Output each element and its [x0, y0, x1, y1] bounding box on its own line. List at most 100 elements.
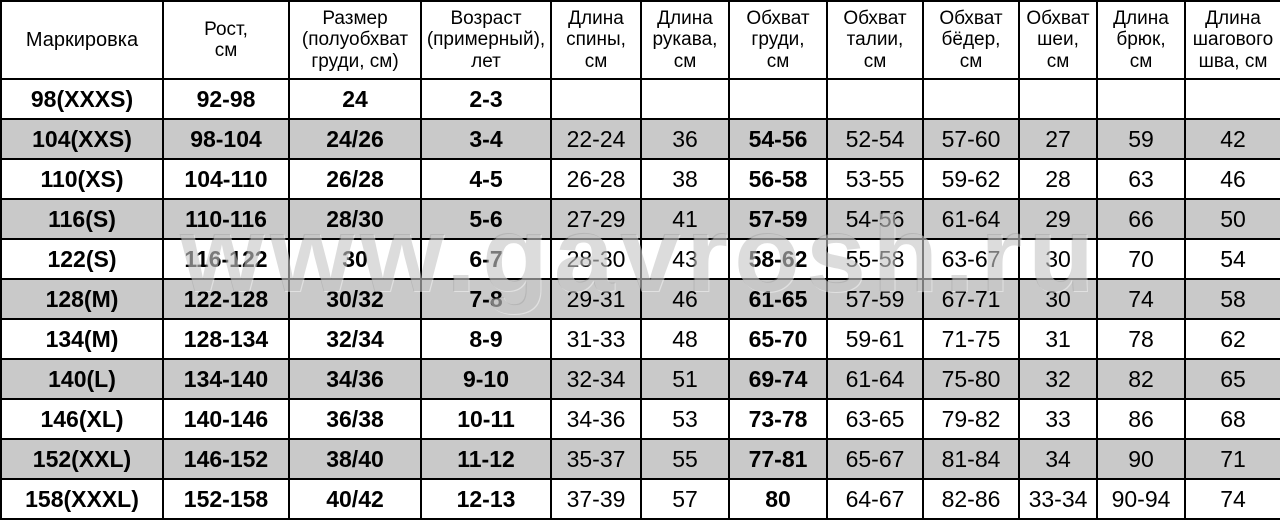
cell-dlina_bryuk: 63 — [1096, 158, 1186, 200]
header-line: шагового — [1192, 29, 1274, 51]
cell-obhvat_grudi — [728, 78, 828, 120]
cell-obhvat_beder: 63-67 — [922, 238, 1020, 280]
cell-vozrast: 5-6 — [420, 198, 552, 240]
cell-obhvat_talii: 53-55 — [826, 158, 924, 200]
cell-dlina_shagovogo_shva: 42 — [1184, 118, 1280, 160]
table-row: 140(L) 134-140 34/36 9-10 32-34 51 69-74 61-64 7… — [0, 358, 1280, 400]
cell-vozrast: 6-7 — [420, 238, 552, 280]
cell-obhvat_shei: 34 — [1018, 438, 1098, 480]
cell-obhvat_beder: 59-62 — [922, 158, 1020, 200]
cell-obhvat_beder: 82-86 — [922, 478, 1020, 520]
table-row: 110(XS) 104-110 26/28 4-5 26-28 38 56-58 53-55 5… — [0, 158, 1280, 200]
cell-razmer: 24/26 — [288, 118, 422, 160]
table-row: 104(XXS) 98-104 24/26 3-4 22-24 36 54-56 52-54 5… — [0, 118, 1280, 160]
header-line: (полуобхват — [301, 29, 409, 51]
cell-dlina_bryuk: 74 — [1096, 278, 1186, 320]
cell-dlina_spiny: 31-33 — [550, 318, 642, 360]
cell-markirovka: 134(M) — [0, 318, 164, 360]
cell-dlina_spiny: 26-28 — [550, 158, 642, 200]
header-line: см — [214, 40, 238, 61]
table-header: Маркировка Рост, см Размер (полуобхват груди,… — [0, 0, 1280, 80]
cell-obhvat_grudi: 77-81 — [728, 438, 828, 480]
cell-rost: 146-152 — [162, 438, 290, 480]
cell-dlina_rukava: 53 — [640, 398, 730, 440]
cell-dlina_rukava: 36 — [640, 118, 730, 160]
header-line: рукава, — [652, 29, 718, 51]
cell-vozrast: 3-4 — [420, 118, 552, 160]
header-line: груди, — [751, 29, 805, 51]
cell-markirovka: 116(S) — [0, 198, 164, 240]
cell-dlina_bryuk: 66 — [1096, 198, 1186, 240]
cell-markirovka: 122(S) — [0, 238, 164, 280]
cell-razmer: 28/30 — [288, 198, 422, 240]
cell-obhvat_shei: 30 — [1018, 238, 1098, 280]
cell-rost: 98-104 — [162, 118, 290, 160]
cell-markirovka: 128(M) — [0, 278, 164, 320]
cell-dlina_spiny: 35-37 — [550, 438, 642, 480]
cell-obhvat_talii: 61-64 — [826, 358, 924, 400]
cell-vozrast: 11-12 — [420, 438, 552, 480]
cell-razmer: 24 — [288, 78, 422, 120]
header-row: Маркировка Рост, см Размер (полуобхват груди,… — [0, 0, 1280, 80]
table-row: 116(S) 110-116 28/30 5-6 27-29 41 57-59 54-56 61… — [0, 198, 1280, 240]
column-header-dlina_rukava: Длина рукава, см — [640, 0, 730, 80]
cell-obhvat_talii — [826, 78, 924, 120]
cell-obhvat_shei: 31 — [1018, 318, 1098, 360]
cell-obhvat_talii: 63-65 — [826, 398, 924, 440]
cell-obhvat_grudi: 54-56 — [728, 118, 828, 160]
header-line: Возраст — [450, 8, 522, 30]
column-header-dlina_bryuk: Длина брюк, см — [1096, 0, 1186, 80]
cell-dlina_spiny: 32-34 — [550, 358, 642, 400]
cell-vozrast: 9-10 — [420, 358, 552, 400]
cell-dlina_shagovogo_shva: 71 — [1184, 438, 1280, 480]
column-header-obhvat_beder: Обхват бёдер, см — [922, 0, 1020, 80]
table-row: 134(M) 128-134 32/34 8-9 31-33 48 65-70 59-61 71… — [0, 318, 1280, 360]
cell-obhvat_beder: 71-75 — [922, 318, 1020, 360]
header-line: см — [863, 50, 887, 72]
cell-dlina_bryuk: 90-94 — [1096, 478, 1186, 520]
header-line: шва, см — [1198, 50, 1268, 72]
cell-obhvat_beder: 57-60 — [922, 118, 1020, 160]
cell-dlina_bryuk: 78 — [1096, 318, 1186, 360]
cell-vozrast: 12-13 — [420, 478, 552, 520]
table-row: 152(XXL) 146-152 38/40 11-12 35-37 55 77-81 65-… — [0, 438, 1280, 480]
cell-razmer: 34/36 — [288, 358, 422, 400]
cell-dlina_rukava — [640, 78, 730, 120]
cell-dlina_shagovogo_shva: 68 — [1184, 398, 1280, 440]
header-line: см — [959, 50, 983, 72]
header-line: см — [1129, 50, 1153, 72]
header-line: Обхват — [746, 8, 810, 30]
table-row: 146(XL) 140-146 36/38 10-11 34-36 53 73-78 63-6… — [0, 398, 1280, 440]
cell-razmer: 32/34 — [288, 318, 422, 360]
cell-razmer: 30 — [288, 238, 422, 280]
cell-obhvat_grudi: 65-70 — [728, 318, 828, 360]
cell-vozrast: 8-9 — [420, 318, 552, 360]
table-row: 122(S) 116-122 30 6-7 28-30 43 58-62 55-58 63-67… — [0, 238, 1280, 280]
cell-markirovka: 104(XXS) — [0, 118, 164, 160]
header-line: груди, см) — [311, 50, 399, 72]
cell-dlina_bryuk: 82 — [1096, 358, 1186, 400]
cell-vozrast: 10-11 — [420, 398, 552, 440]
cell-vozrast: 2-3 — [420, 78, 552, 120]
cell-dlina_spiny: 34-36 — [550, 398, 642, 440]
cell-markirovka: 146(XL) — [0, 398, 164, 440]
column-header-rost: Рост, см — [162, 0, 290, 80]
cell-obhvat_beder: 81-84 — [922, 438, 1020, 480]
table-row: 158(XXXL) 152-158 40/42 12-13 37-39 57 80 64-67… — [0, 478, 1280, 520]
header-line: (примерный), — [426, 29, 546, 51]
cell-obhvat_grudi: 61-65 — [728, 278, 828, 320]
header-line: см — [673, 50, 697, 72]
cell-obhvat_beder — [922, 78, 1020, 120]
cell-razmer: 36/38 — [288, 398, 422, 440]
cell-obhvat_talii: 57-59 — [826, 278, 924, 320]
header-line: Обхват — [1026, 8, 1090, 30]
header-line: Длина — [568, 8, 624, 30]
cell-markirovka: 152(XXL) — [0, 438, 164, 480]
cell-dlina_rukava: 46 — [640, 278, 730, 320]
cell-dlina_spiny: 27-29 — [550, 198, 642, 240]
cell-obhvat_grudi: 56-58 — [728, 158, 828, 200]
column-header-obhvat_shei: Обхват шеи, см — [1018, 0, 1098, 80]
cell-dlina_rukava: 43 — [640, 238, 730, 280]
cell-dlina_spiny: 29-31 — [550, 278, 642, 320]
